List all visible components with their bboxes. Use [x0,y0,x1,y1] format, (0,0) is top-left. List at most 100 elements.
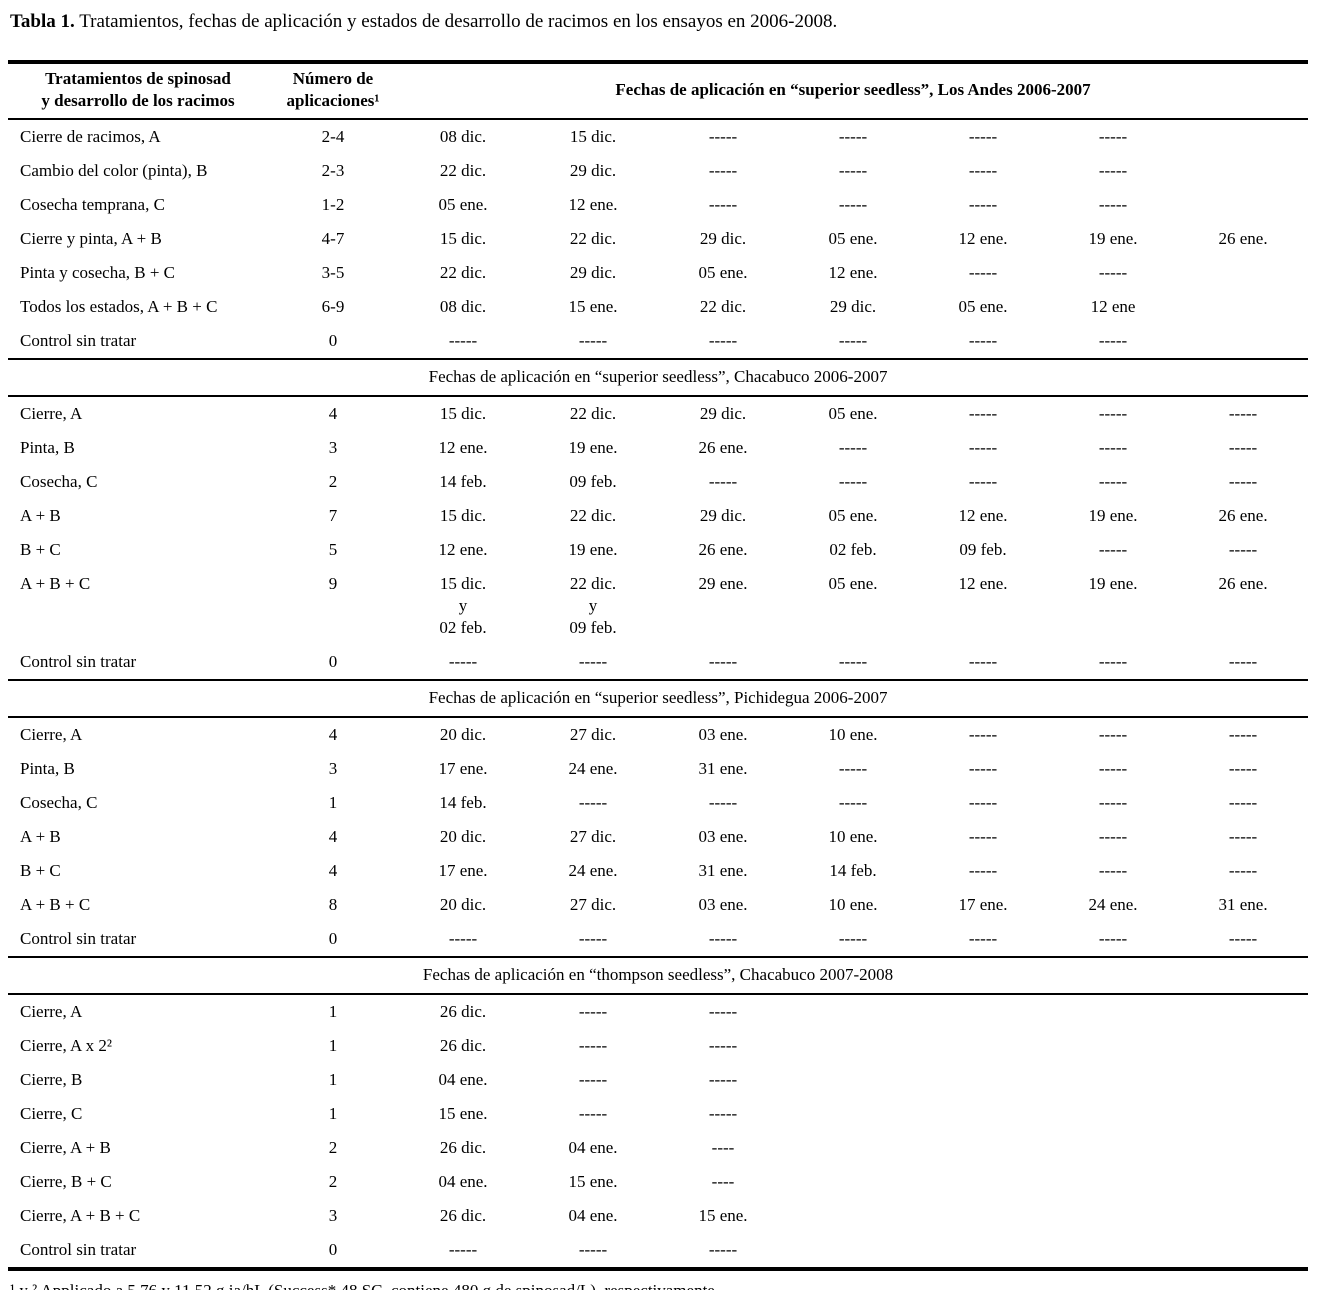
date-cell: ----- [968,404,998,423]
applications-cell: 0 [328,331,338,350]
table-row: Cierre, B + C 2 04 ene. 15 ene. ---- [8,1165,1308,1199]
date-cell: 15 ene. [698,1206,748,1225]
date-cell [918,1063,1048,1097]
applications-cell: 3 [328,1206,338,1225]
applications-cell: 2-3 [321,161,345,180]
date-cell: 15 dic. [439,404,487,423]
date-cell: 04 ene. [568,1138,618,1157]
treatment-cell: Pinta, B [20,438,75,457]
date-cell: 26 ene. [1218,506,1268,525]
date-cell: ----- [1098,793,1128,812]
date-cell: 29 dic. [569,161,617,180]
date-cell [1178,1233,1308,1269]
date-cell: 04 ene. [438,1070,488,1089]
applications-cell: 5 [328,540,338,559]
date-cell: 19 ene. [1088,574,1138,593]
treatment-cell: Cierre y pinta, A + B [20,229,162,248]
date-cell: ----- [708,1070,738,1089]
date-cell: ----- [1098,438,1128,457]
date-cell [788,1199,918,1233]
date-cell: ----- [1228,404,1258,423]
date-cell: 15 dic. [439,506,487,525]
date-cell: 15 dic. y 02 feb. [439,574,487,637]
date-cell [1048,994,1178,1029]
date-cell [788,1097,918,1131]
date-cell [1048,1199,1178,1233]
table-row: A + B 4 20 dic. 27 dic. 03 ene. 10 ene. ----- -… [8,820,1308,854]
date-cell [1178,290,1308,324]
treatment-cell: A + B [20,827,61,846]
date-cell: 03 ene. [698,827,748,846]
table-row: Cierre, A + B + C 3 26 dic. 04 ene. 15 ene. [8,1199,1308,1233]
treatment-cell: Control sin tratar [20,929,137,948]
date-cell: 12 ene. [958,506,1008,525]
header-dates-title: Fechas de aplicación en “superior seedle… [398,62,1309,120]
applications-cell: 0 [328,652,338,671]
date-cell: 08 dic. [439,297,487,316]
date-cell: 29 dic. [699,506,747,525]
date-cell: ----- [1098,161,1128,180]
date-cell: ----- [1228,759,1258,778]
treatment-cell: Cierre, A [20,404,83,423]
treatment-cell: B + C [20,540,61,559]
treatment-cell: Cierre, C [20,1104,83,1123]
date-cell: ----- [838,759,868,778]
table-row: Cierre, A x 2² 1 26 dic. ----- ----- [8,1029,1308,1063]
date-cell: ----- [968,331,998,350]
date-cell: 09 feb. [959,540,1007,559]
treatment-cell: Cierre, A + B + C [20,1206,141,1225]
date-cell: ----- [1228,472,1258,491]
date-cell [1178,188,1308,222]
date-cell: 19 ene. [568,540,618,559]
table-row: Cierre, B 1 04 ene. ----- ----- [8,1063,1308,1097]
table-row: Todos los estados, A + B + C 6-9 08 dic. 15… [8,290,1308,324]
date-cell: 14 feb. [439,472,487,491]
treatment-cell: Cosecha, C [20,472,98,491]
date-cell [788,994,918,1029]
treatment-cell: B + C [20,861,61,880]
applications-cell: 0 [328,1240,338,1259]
treatment-cell: A + B + C [20,574,91,593]
table-row: Cierre de racimos, A 2-4 08 dic. 15 dic. ---… [8,119,1308,154]
date-cell: ----- [448,1240,478,1259]
section-header-row-pichidegua-2006-2007: Fechas de aplicación en “superior seedle… [8,679,1309,718]
applications-cell: 1 [328,1070,338,1089]
date-cell: ----- [1098,540,1128,559]
section-header-row-chacabuco-2007-2008: Fechas de aplicación en “thompson seedle… [8,956,1309,995]
treatment-cell: Cierre, A [20,725,83,744]
table-row: A + B + C 9 15 dic. y 02 feb. 22 dic. y 09 … [8,567,1308,645]
date-cell: ----- [838,331,868,350]
date-cell [1048,1063,1178,1097]
date-cell: 05 ene. [828,229,878,248]
date-cell: 12 ene. [438,438,488,457]
date-cell [918,1029,1048,1063]
date-cell [1178,1199,1308,1233]
table-row: Cosecha temprana, C 1-2 05 ene. 12 ene. ----… [8,188,1308,222]
date-cell: 03 ene. [698,895,748,914]
date-cell: 10 ene. [828,895,878,914]
table-row: Pinta, B 3 17 ene. 24 ene. 31 ene. ----- -----… [8,752,1308,786]
date-cell: 22 dic. [569,229,617,248]
date-cell: ----- [708,793,738,812]
date-cell: ----- [578,929,608,948]
applications-cell: 9 [328,574,338,593]
date-cell: 26 dic. [439,1138,487,1157]
date-cell: ----- [968,127,998,146]
applications-cell: 2 [328,472,338,491]
section-header-label: Fechas de aplicación en “superior seedle… [8,679,1309,718]
applications-cell: 2 [328,1172,338,1191]
date-cell: 17 ene. [438,861,488,880]
date-cell: 15 dic. [569,127,617,146]
date-cell: ----- [708,652,738,671]
date-cell: 19 ene. [1088,229,1138,248]
date-cell: 26 dic. [439,1036,487,1055]
date-cell: ----- [448,929,478,948]
date-cell: 29 dic. [699,229,747,248]
date-cell: 15 dic. [439,229,487,248]
date-cell: ----- [968,472,998,491]
date-cell: ----- [968,759,998,778]
date-cell: ----- [708,472,738,491]
date-cell: ----- [968,793,998,812]
date-cell: ----- [578,331,608,350]
